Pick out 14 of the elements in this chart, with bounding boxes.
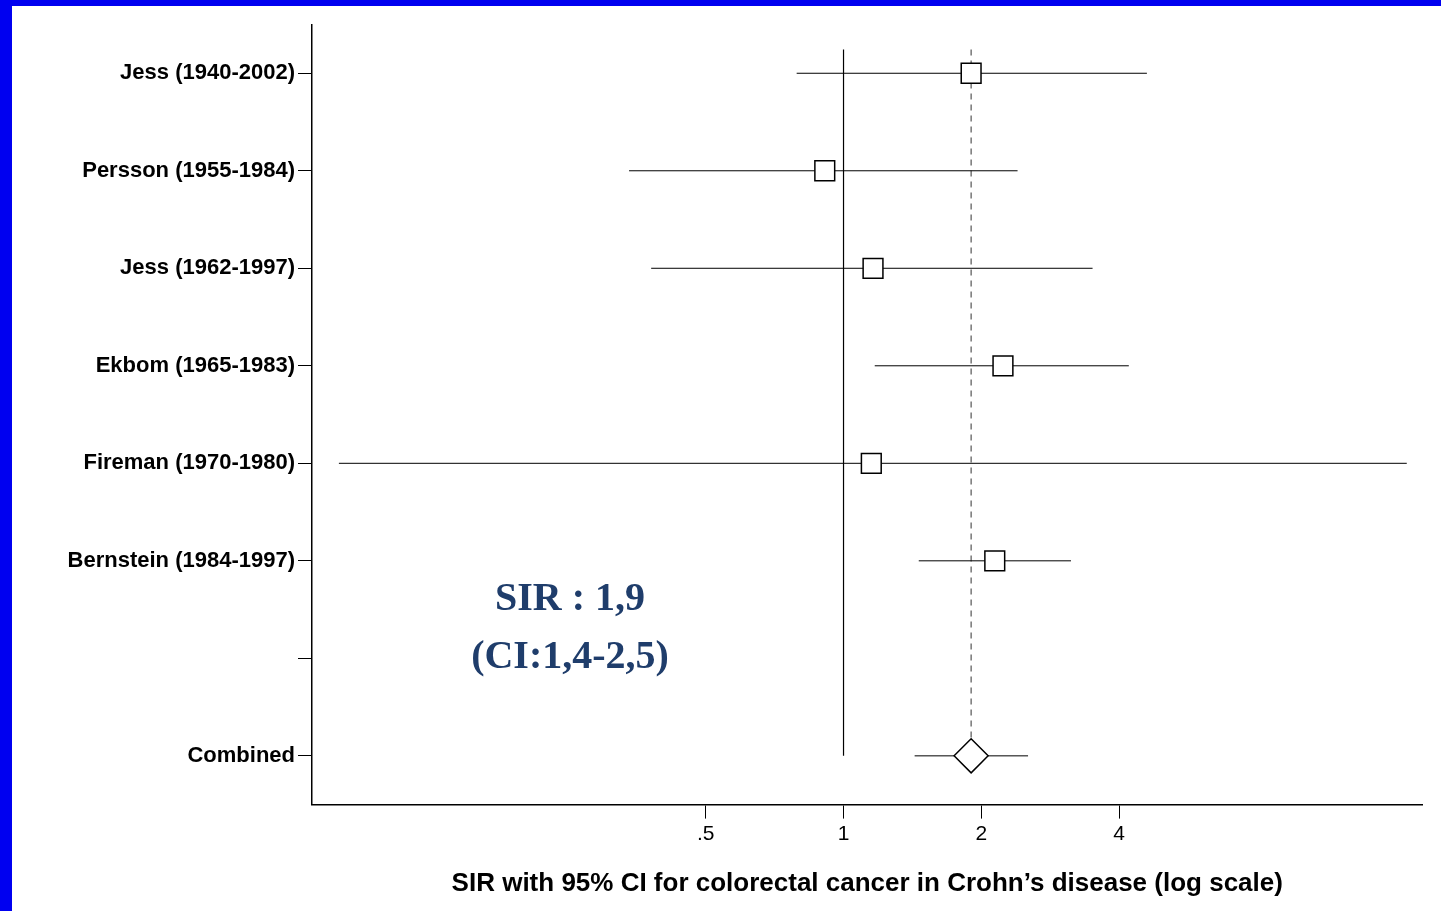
y-tick-label: Ekbom (1965-1983) [95, 351, 295, 377]
x-tick-label: 2 [975, 821, 988, 844]
x-tick-label: 4 [1113, 821, 1126, 844]
y-tick-label: Fireman (1970-1980) [83, 449, 295, 475]
y-tick-label: Combined [187, 741, 295, 767]
y-tick-label: Jess (1962-1997) [120, 254, 295, 280]
x-axis-title: SIR with 95% CI for colorectal cancer in Crohn’s disease (log scale) [451, 866, 1283, 897]
x-tick-label: .5 [696, 821, 715, 844]
annotation: SIR : 1,9 [494, 573, 646, 619]
x-tick-label: 1 [837, 821, 850, 844]
y-tick-label: Jess (1940-2002) [120, 59, 295, 85]
y-tick-label: Bernstein (1984-1997) [67, 546, 295, 572]
annotation: (CI:1,4-2,5) [471, 631, 669, 677]
y-tick-label: Persson (1955-1984) [82, 156, 295, 182]
